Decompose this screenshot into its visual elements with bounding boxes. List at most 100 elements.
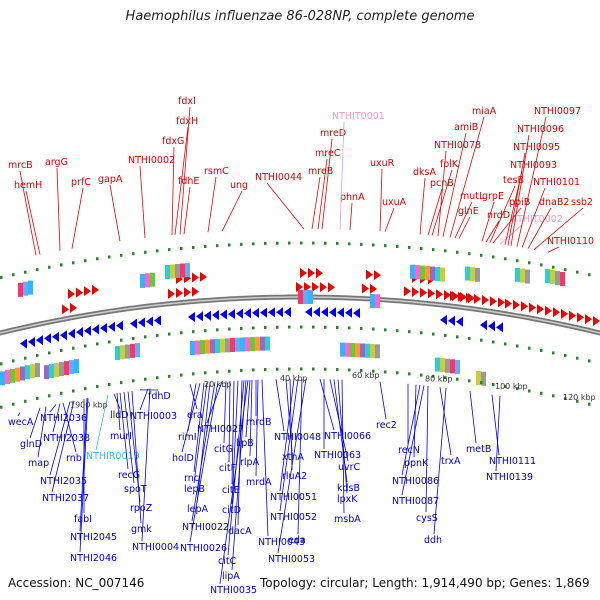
forward-gene-arrow bbox=[92, 284, 99, 295]
top-gene-label: NTHI0078 bbox=[434, 140, 481, 151]
ruler-dots-inner bbox=[24, 399, 27, 403]
bottom-gene-leader bbox=[116, 393, 121, 431]
ruler-dots-top bbox=[240, 242, 243, 246]
cog-color-block bbox=[470, 267, 475, 282]
bottom-gene-label: NTHI0139 bbox=[486, 472, 533, 483]
top-gene-leader bbox=[489, 185, 516, 243]
bottom-gene-leader bbox=[277, 378, 307, 554]
ruler-tick-label: 80 kbp bbox=[425, 375, 453, 384]
ruler-dots-top bbox=[492, 255, 495, 259]
top-gene-label: folK bbox=[440, 159, 459, 170]
bottom-gene-label: NTHI2038 bbox=[43, 433, 90, 444]
cog-color-block bbox=[476, 370, 481, 385]
cog-color-block bbox=[250, 337, 255, 352]
ruler-dots-inner bbox=[288, 367, 291, 371]
bottom-gene-label: rnb bbox=[66, 453, 82, 464]
top-gene-leader bbox=[221, 190, 243, 232]
bottom-gene-leader bbox=[297, 378, 303, 535]
top-gene-label: mreC bbox=[315, 148, 341, 159]
bottom-gene-label: rpoZ bbox=[130, 503, 153, 514]
ruler-dots-inner bbox=[348, 368, 351, 372]
cog-color-block bbox=[420, 265, 425, 280]
bottom-gene-leader bbox=[223, 381, 227, 444]
ruler-dots-outer bbox=[0, 362, 3, 366]
bottom-gene-label: gmk bbox=[131, 524, 152, 535]
forward-gene-arrow bbox=[68, 289, 75, 300]
reverse-gene-arrow bbox=[337, 307, 344, 318]
top-gene-leader bbox=[481, 201, 495, 242]
top-gene-label: amiB bbox=[454, 122, 478, 133]
ruler-dots-outer bbox=[468, 336, 471, 340]
cog-color-block bbox=[190, 340, 195, 355]
ruler-dots-outer bbox=[72, 346, 75, 350]
bottom-gene-label: uvrC bbox=[338, 462, 361, 473]
bottom-gene-leader bbox=[491, 394, 500, 456]
ruler-dots-top bbox=[144, 250, 147, 254]
ruler-tick-label: 60 kbp bbox=[352, 371, 380, 380]
ruler-dots-inner bbox=[12, 402, 15, 406]
bottom-gene-leader bbox=[113, 393, 121, 410]
bottom-gene-label: NTHI0066 bbox=[324, 431, 371, 442]
bottom-gene-leader bbox=[37, 406, 47, 458]
ruler-dots-inner bbox=[516, 387, 519, 391]
cog-color-block bbox=[59, 362, 64, 377]
top-gene-leader bbox=[507, 152, 526, 246]
top-gene-leader bbox=[207, 176, 217, 233]
ruler-dots-outer bbox=[432, 332, 435, 336]
cog-color-block bbox=[175, 264, 180, 279]
bottom-gene-label: fdhD bbox=[148, 391, 171, 402]
cog-color-block bbox=[440, 267, 445, 282]
bottom-gene-label: lepB bbox=[184, 484, 205, 495]
forward-gene-arrow bbox=[312, 282, 319, 293]
forward-gene-arrow bbox=[192, 272, 199, 283]
reverse-gene-arrow bbox=[204, 310, 211, 321]
bottom-gene-leader bbox=[401, 385, 425, 496]
cog-color-block bbox=[455, 359, 460, 374]
forward-gene-arrow bbox=[192, 286, 199, 297]
ruler-dots-inner bbox=[528, 389, 531, 393]
top-gene-leader bbox=[449, 116, 485, 238]
forward-gene-arrow bbox=[545, 305, 552, 316]
top-gene-leader bbox=[533, 207, 584, 250]
forward-gene-arrow bbox=[474, 293, 481, 304]
ruler-layer: 1900 kbp 20 kbp 40 kbp 60 kbp 80 kbp 100 kbp 1… bbox=[0, 241, 596, 409]
top-gene-label: NTHIT0001 bbox=[332, 111, 385, 122]
cog-color-block bbox=[360, 343, 365, 358]
ruler-dots-inner bbox=[588, 402, 591, 406]
cog-color-block bbox=[415, 265, 420, 280]
bottom-gene-label: lepA bbox=[187, 504, 209, 515]
bottom-gene-label: fabI bbox=[74, 514, 92, 525]
top-gene-leader bbox=[516, 116, 547, 247]
bottom-gene-label: spoT bbox=[124, 484, 147, 495]
top-gene-label: gapA bbox=[98, 174, 123, 185]
cog-color-block bbox=[425, 266, 430, 281]
forward-gene-arrow bbox=[404, 286, 411, 297]
forward-gene-arrow bbox=[585, 314, 592, 325]
ruler-dots-top bbox=[216, 244, 219, 248]
ruler-dots-top bbox=[24, 270, 27, 274]
forward-gene-arrow bbox=[569, 310, 576, 321]
ruler-dots-inner bbox=[492, 383, 495, 387]
top-gene-leader bbox=[174, 126, 189, 235]
ruler-dots-top bbox=[348, 242, 351, 246]
bottom-gene-label: NTHI0052 bbox=[270, 512, 317, 523]
bottom-gene-leader bbox=[319, 379, 335, 431]
ruler-dots-top bbox=[384, 244, 387, 248]
top-gene-leader bbox=[171, 146, 175, 236]
top-gene-label: glnE bbox=[458, 206, 479, 217]
top-gene-label: NTHI0096 bbox=[517, 124, 564, 135]
bottom-gene-label: NTHI2046 bbox=[70, 553, 117, 564]
bottom-gene-label: NTHI0043 bbox=[258, 537, 305, 548]
ruler-tick-label: 120 kbp bbox=[563, 393, 596, 402]
bottom-gene-leader bbox=[401, 385, 421, 476]
ruler-dots-inner bbox=[84, 387, 87, 391]
forward-gene-arrow bbox=[308, 268, 315, 279]
cog-color-block bbox=[370, 293, 375, 308]
cog-color-block bbox=[255, 336, 260, 351]
ruler-dots-outer bbox=[396, 329, 399, 333]
forward-gene-arrow bbox=[553, 307, 560, 318]
ruler-dots-outer bbox=[252, 326, 255, 330]
bottom-gene-leader bbox=[193, 382, 208, 484]
cog-color-block bbox=[475, 267, 480, 282]
ruler-dots-outer bbox=[36, 353, 39, 357]
